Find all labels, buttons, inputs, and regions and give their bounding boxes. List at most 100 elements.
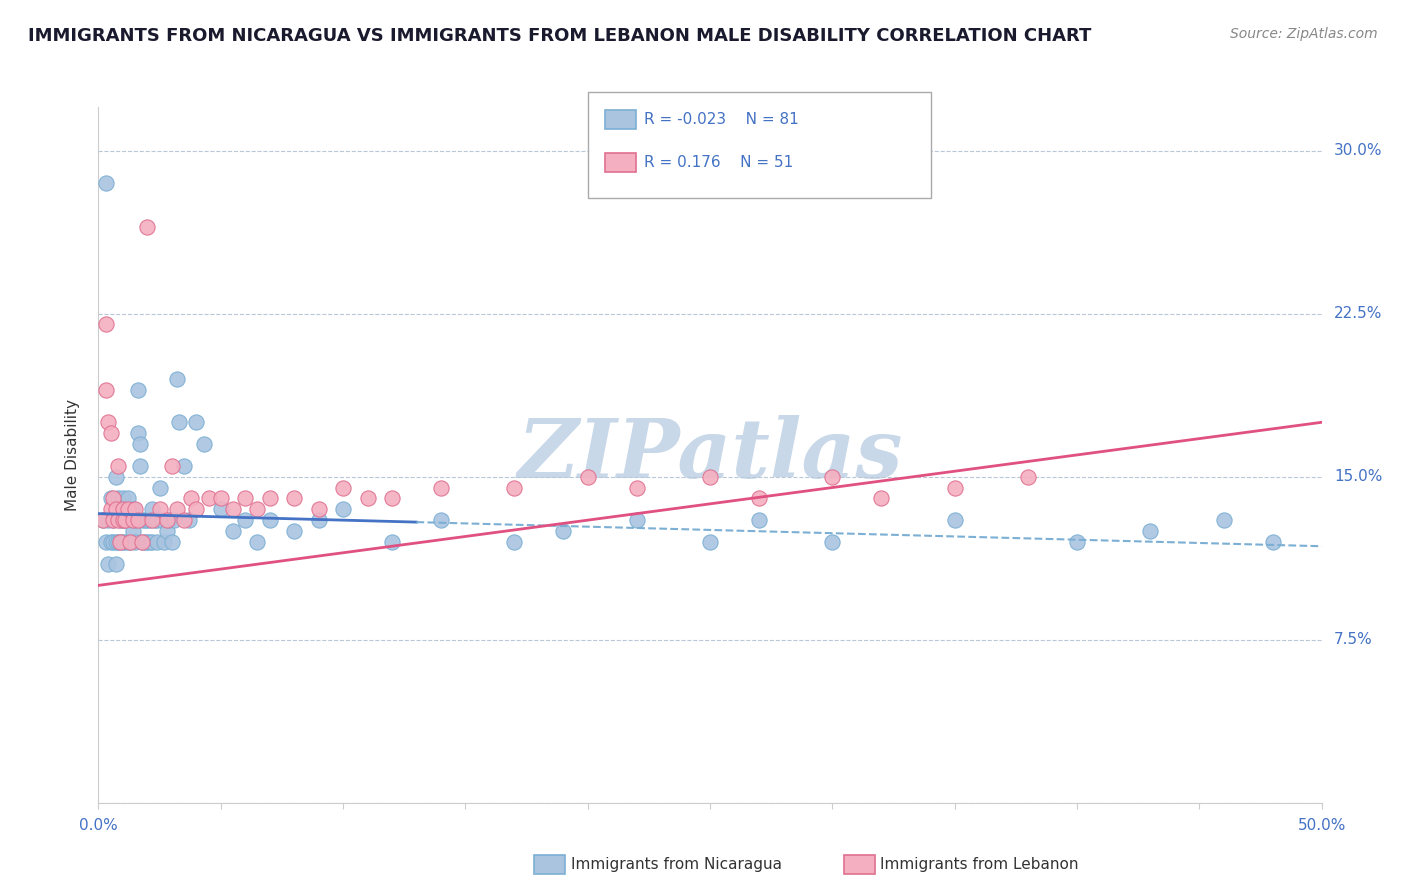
Point [259,513,281,527]
Point [136,513,159,527]
Point [503,535,526,549]
Point [107,491,129,506]
Point [120,535,142,549]
Point [943,513,966,527]
Point [131,535,153,549]
Text: ZIPatlas: ZIPatlas [517,415,903,495]
Point [193,437,215,451]
Point [101,513,124,527]
Point [177,513,200,527]
Point [156,513,179,527]
Point [127,426,149,441]
Point [101,535,124,549]
Text: 30.0%: 30.0% [1334,143,1382,158]
Point [117,491,139,506]
Point [114,535,136,549]
Point [150,513,173,527]
Point [503,481,526,495]
Point [209,491,232,506]
Point [626,513,648,527]
Point [141,502,163,516]
Point [141,535,163,549]
Point [156,524,179,538]
Point [124,513,146,527]
Point [110,513,132,527]
Point [1261,535,1284,549]
Point [626,481,648,495]
Point [111,535,134,549]
Point [121,502,143,516]
Point [308,502,330,516]
Point [1017,469,1039,483]
Point [91,513,114,527]
Point [699,469,721,483]
Point [139,513,162,527]
Point [104,469,127,483]
Point [100,535,122,549]
Text: IMMIGRANTS FROM NICARAGUA VS IMMIGRANTS FROM LEBANON MALE DISABILITY CORRELATION: IMMIGRANTS FROM NICARAGUA VS IMMIGRANTS … [28,27,1091,45]
Point [120,535,142,549]
Point [1212,513,1234,527]
Text: 0.0%: 0.0% [79,818,118,833]
Point [124,535,146,549]
Point [209,502,232,516]
Point [222,502,245,516]
Point [134,513,156,527]
Text: Source: ZipAtlas.com: Source: ZipAtlas.com [1230,27,1378,41]
Point [283,491,305,506]
Point [94,318,117,332]
Point [117,513,139,527]
Point [153,535,176,549]
Point [246,535,269,549]
Point [127,513,149,527]
Point [430,513,453,527]
Point [699,535,721,549]
Point [821,469,844,483]
Point [107,535,129,549]
Text: Immigrants from Lebanon: Immigrants from Lebanon [880,857,1078,871]
Point [943,481,966,495]
Text: 22.5%: 22.5% [1334,306,1382,321]
Point [160,535,183,549]
Point [121,513,143,527]
Point [308,513,330,527]
Point [124,502,146,516]
Point [173,513,195,527]
Point [149,502,172,516]
Point [111,513,134,527]
Point [430,481,453,495]
Point [120,513,142,527]
Point [197,491,219,506]
Point [97,415,120,429]
Point [100,426,122,441]
Point [259,491,281,506]
Point [870,491,893,506]
Point [110,535,132,549]
Point [101,513,124,527]
Point [97,513,120,527]
Point [146,535,169,549]
Point [233,491,256,506]
Text: Immigrants from Nicaragua: Immigrants from Nicaragua [571,857,782,871]
Point [160,458,183,473]
Point [332,502,354,516]
Point [94,535,117,549]
Point [136,219,159,234]
Text: 50.0%: 50.0% [1298,818,1346,833]
Point [121,524,143,538]
Point [117,535,139,549]
Point [139,535,162,549]
Point [748,491,770,506]
Point [114,513,136,527]
Point [129,458,152,473]
Point [186,502,208,516]
Point [101,491,124,506]
Point [129,437,152,451]
Point [104,535,127,549]
Point [100,502,122,516]
Point [111,502,134,516]
Y-axis label: Male Disability: Male Disability [65,399,80,511]
Point [94,176,117,190]
Point [821,535,844,549]
Point [114,513,136,527]
